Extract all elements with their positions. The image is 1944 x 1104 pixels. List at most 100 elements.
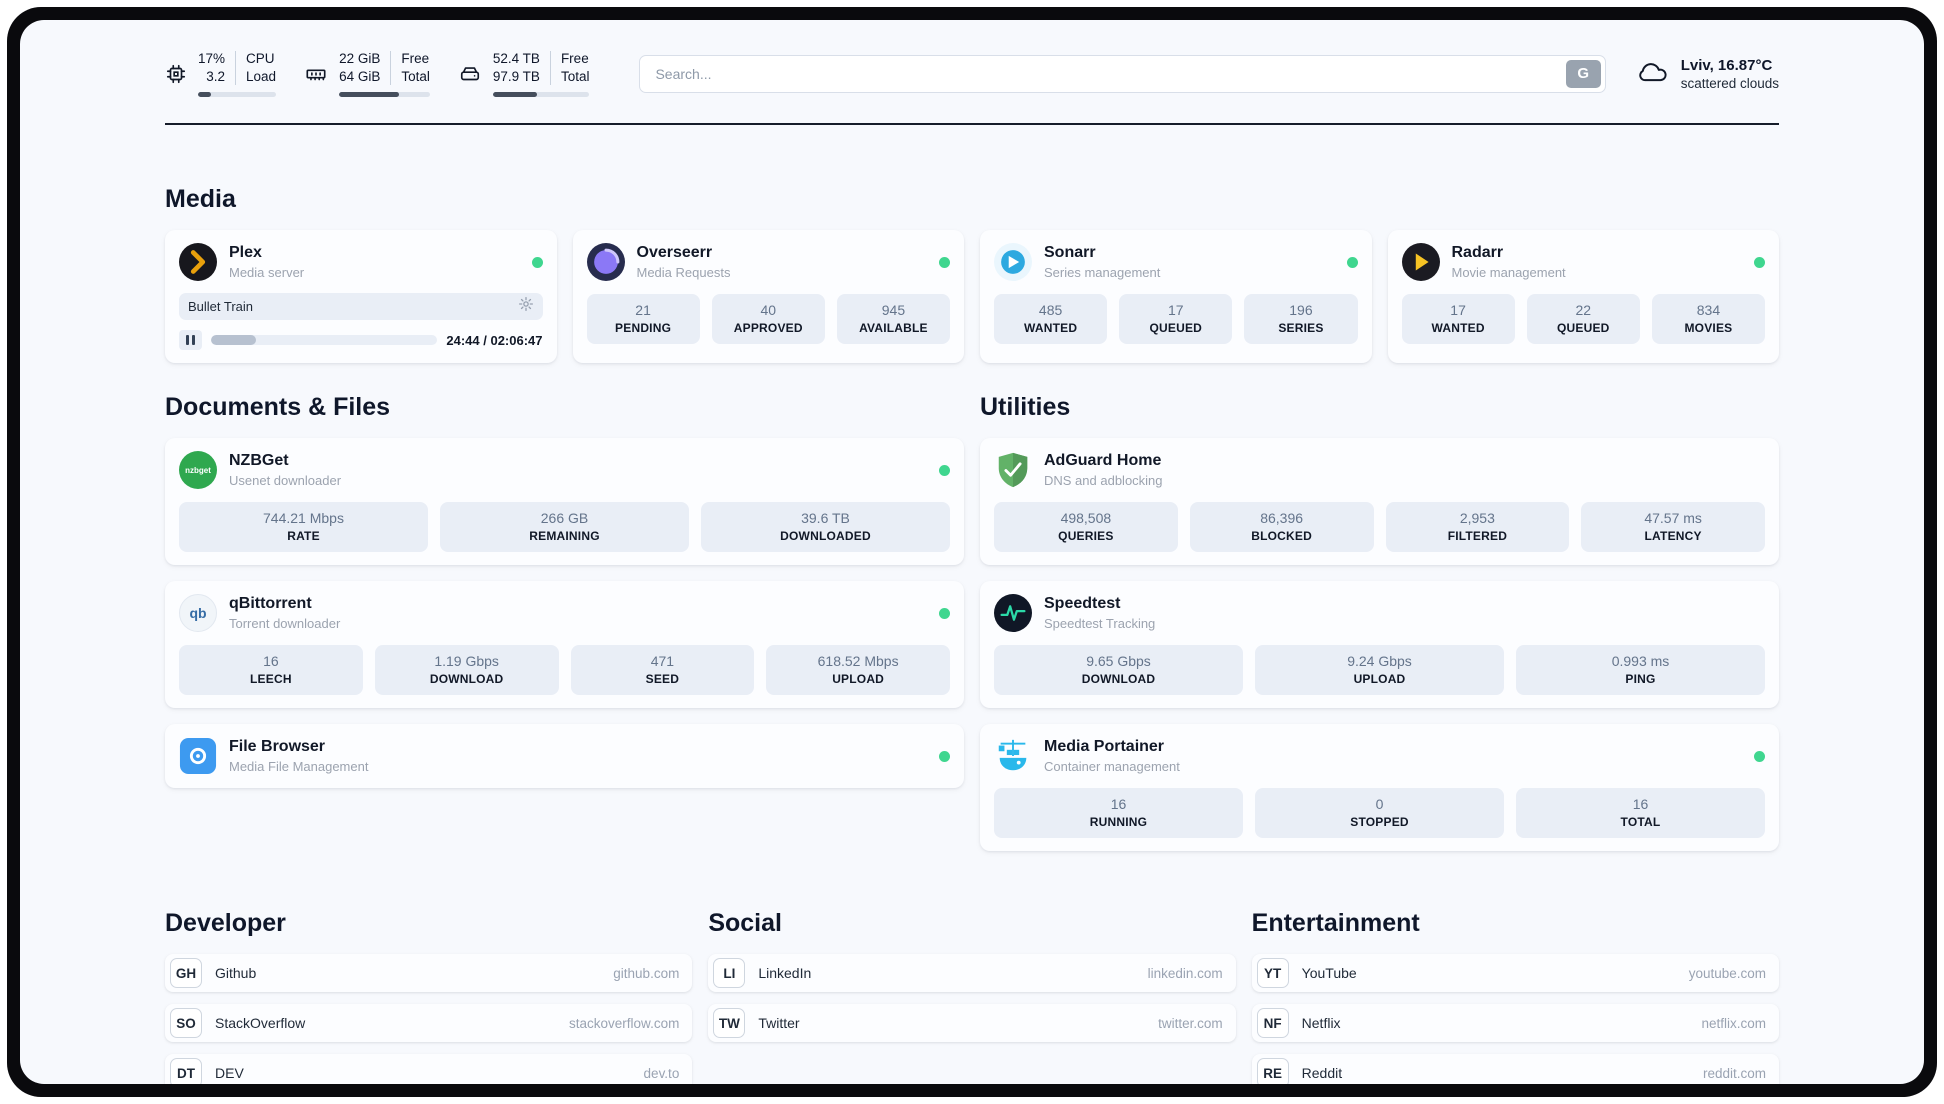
ram-progress-bar — [339, 92, 430, 97]
link-name: Github — [215, 965, 257, 981]
app-subtitle: Container management — [1044, 759, 1180, 774]
weather-widget[interactable]: Lviv, 16.87°C scattered clouds — [1636, 57, 1779, 91]
adguard-icon — [994, 451, 1032, 489]
search: G — [639, 54, 1606, 93]
link-linkedin[interactable]: LI LinkedIn linkedin.com — [708, 954, 1236, 992]
stat-download: 9.65 Gbps DOWNLOAD — [994, 645, 1243, 695]
app-name: NZBGet — [229, 452, 289, 469]
filebrowser-icon — [179, 737, 217, 775]
status-dot — [939, 607, 950, 619]
now-playing-row: Bullet Train — [179, 293, 543, 320]
stat-queued: 22 QUEUED — [1526, 294, 1640, 344]
section-social: Social LI LinkedIn linkedin.com TW Twitt… — [708, 909, 1236, 1084]
link-url: reddit.com — [1702, 1065, 1766, 1081]
media-grid: Plex Media server Bullet Train 24:44 / 0… — [165, 230, 1779, 363]
section-title-documents: Documents & Files — [165, 393, 391, 421]
app-subtitle: Media File Management — [229, 759, 369, 774]
link-github[interactable]: GH Github github.com — [165, 954, 693, 992]
divider — [390, 51, 392, 85]
gear-icon[interactable] — [518, 296, 534, 317]
netflix-badge-icon: NF — [1256, 1008, 1289, 1038]
top-bar: 17% 3.2 CPU Load — [165, 50, 1779, 97]
stackoverflow-badge-icon: SO — [170, 1008, 202, 1038]
stat-queries: 498,508 QUERIES — [994, 502, 1178, 552]
app-subtitle: Series management — [1044, 265, 1161, 280]
stat-blocked: 86,396 BLOCKED — [1189, 502, 1374, 552]
link-url: dev.to — [643, 1065, 680, 1081]
cpu-load-label: Load — [246, 69, 277, 84]
playback-time: 24:44 / 02:06:47 — [446, 332, 543, 348]
sonarr-icon — [994, 243, 1032, 281]
app-card-qbittorrent[interactable]: qb qBittorrent Torrent downloader 16 LEE… — [165, 581, 964, 708]
stat-wanted: 17 WANTED — [1401, 294, 1515, 344]
app-subtitle: Media Requests — [636, 265, 731, 280]
nzbget-icon: nzbget — [179, 451, 217, 489]
link-dev[interactable]: DT DEV dev.to — [165, 1054, 693, 1084]
app-name: Radarr — [1451, 244, 1504, 261]
app-card-sonarr[interactable]: Sonarr Series management 485 WANTED 17 Q… — [980, 230, 1372, 363]
stat-movies: 834 MOVIES — [1651, 294, 1766, 344]
pause-button[interactable] — [179, 330, 202, 350]
ram-total-value: 64 GiB — [339, 69, 381, 84]
link-url: twitter.com — [1158, 1015, 1223, 1031]
link-stackoverflow[interactable]: SO StackOverflow stackoverflow.com — [165, 1004, 693, 1042]
stat-latency: 47.57 ms LATENCY — [1581, 502, 1765, 552]
stat-series: 196 SERIES — [1244, 294, 1358, 344]
section-title-social: Social — [708, 909, 782, 937]
stat-approved: 40 APPROVED — [711, 294, 825, 344]
link-url: linkedin.com — [1147, 965, 1223, 981]
cloud-icon — [1636, 58, 1670, 89]
section-entertainment: Entertainment YT YouTube youtube.com NF … — [1251, 909, 1779, 1084]
link-name: DEV — [215, 1065, 244, 1081]
twitter-badge-icon: TW — [713, 1008, 746, 1038]
now-playing-title: Bullet Train — [188, 299, 254, 314]
reddit-badge-icon: RE — [1256, 1058, 1289, 1084]
divider — [235, 51, 237, 85]
divider — [549, 51, 551, 85]
app-name: File Browser — [229, 738, 326, 755]
stat-running: 16 RUNNING — [994, 788, 1243, 838]
app-card-filebrowser[interactable]: File Browser Media File Management — [165, 724, 964, 788]
app-name: qBittorrent — [229, 595, 312, 612]
link-youtube[interactable]: YT YouTube youtube.com — [1251, 954, 1779, 992]
disk-total-label: Total — [560, 69, 590, 84]
section-developer: Developer GH Github github.com SO StackO… — [165, 909, 693, 1084]
search-input[interactable] — [639, 54, 1606, 93]
stat-pending: 21 PENDING — [586, 294, 700, 344]
app-name: Sonarr — [1044, 244, 1096, 261]
link-reddit[interactable]: RE Reddit reddit.com — [1251, 1054, 1779, 1084]
app-card-adguard[interactable]: AdGuard Home DNS and adblocking 498,508 … — [980, 438, 1779, 565]
link-twitter[interactable]: TW Twitter twitter.com — [708, 1004, 1236, 1042]
portainer-icon — [994, 737, 1032, 775]
cpu-usage-label: CPU — [246, 51, 275, 66]
link-netflix[interactable]: NF Netflix netflix.com — [1251, 1004, 1779, 1042]
app-name: AdGuard Home — [1044, 452, 1162, 469]
link-url: github.com — [613, 965, 680, 981]
stat-upload: 9.24 Gbps UPLOAD — [1255, 645, 1504, 695]
status-dot — [939, 750, 950, 762]
status-dot — [939, 256, 950, 268]
link-name: StackOverflow — [215, 1015, 306, 1031]
qbittorrent-icon: qb — [179, 594, 217, 632]
stat-rate: 744.21 Mbps RATE — [179, 502, 428, 552]
app-card-plex[interactable]: Plex Media server Bullet Train 24:44 / 0… — [165, 230, 557, 363]
stat-download: 1.19 Gbps DOWNLOAD — [374, 645, 559, 695]
link-name: Reddit — [1301, 1065, 1343, 1081]
ram-icon — [304, 63, 328, 85]
section-title-developer: Developer — [165, 909, 286, 937]
disk-widget: 52.4 TB 97.9 TB Free Total — [458, 50, 590, 97]
plex-icon — [179, 243, 217, 281]
section-documents-files: Documents & Files nzbget NZBGet Usenet d… — [165, 393, 964, 851]
app-card-nzbget[interactable]: nzbget NZBGet Usenet downloader 744.21 M… — [165, 438, 964, 565]
app-card-speedtest[interactable]: Speedtest Speedtest Tracking 9.65 Gbps D… — [980, 581, 1779, 708]
stat-seed: 471 SEED — [570, 645, 755, 695]
disk-free-label: Free — [560, 51, 589, 66]
stat-queued: 17 QUEUED — [1119, 294, 1233, 344]
link-name: Twitter — [758, 1015, 800, 1031]
app-card-radarr[interactable]: Radarr Movie management 17 WANTED 22 QUE… — [1387, 230, 1779, 363]
app-card-portainer[interactable]: Media Portainer Container management 16 … — [980, 724, 1779, 851]
seek-bar[interactable] — [211, 335, 438, 345]
app-card-overseerr[interactable]: Overseerr Media Requests 21 PENDING 40 A… — [572, 230, 964, 363]
search-engine-button[interactable]: G — [1565, 59, 1601, 88]
stat-ping: 0.993 ms PING — [1516, 645, 1765, 695]
